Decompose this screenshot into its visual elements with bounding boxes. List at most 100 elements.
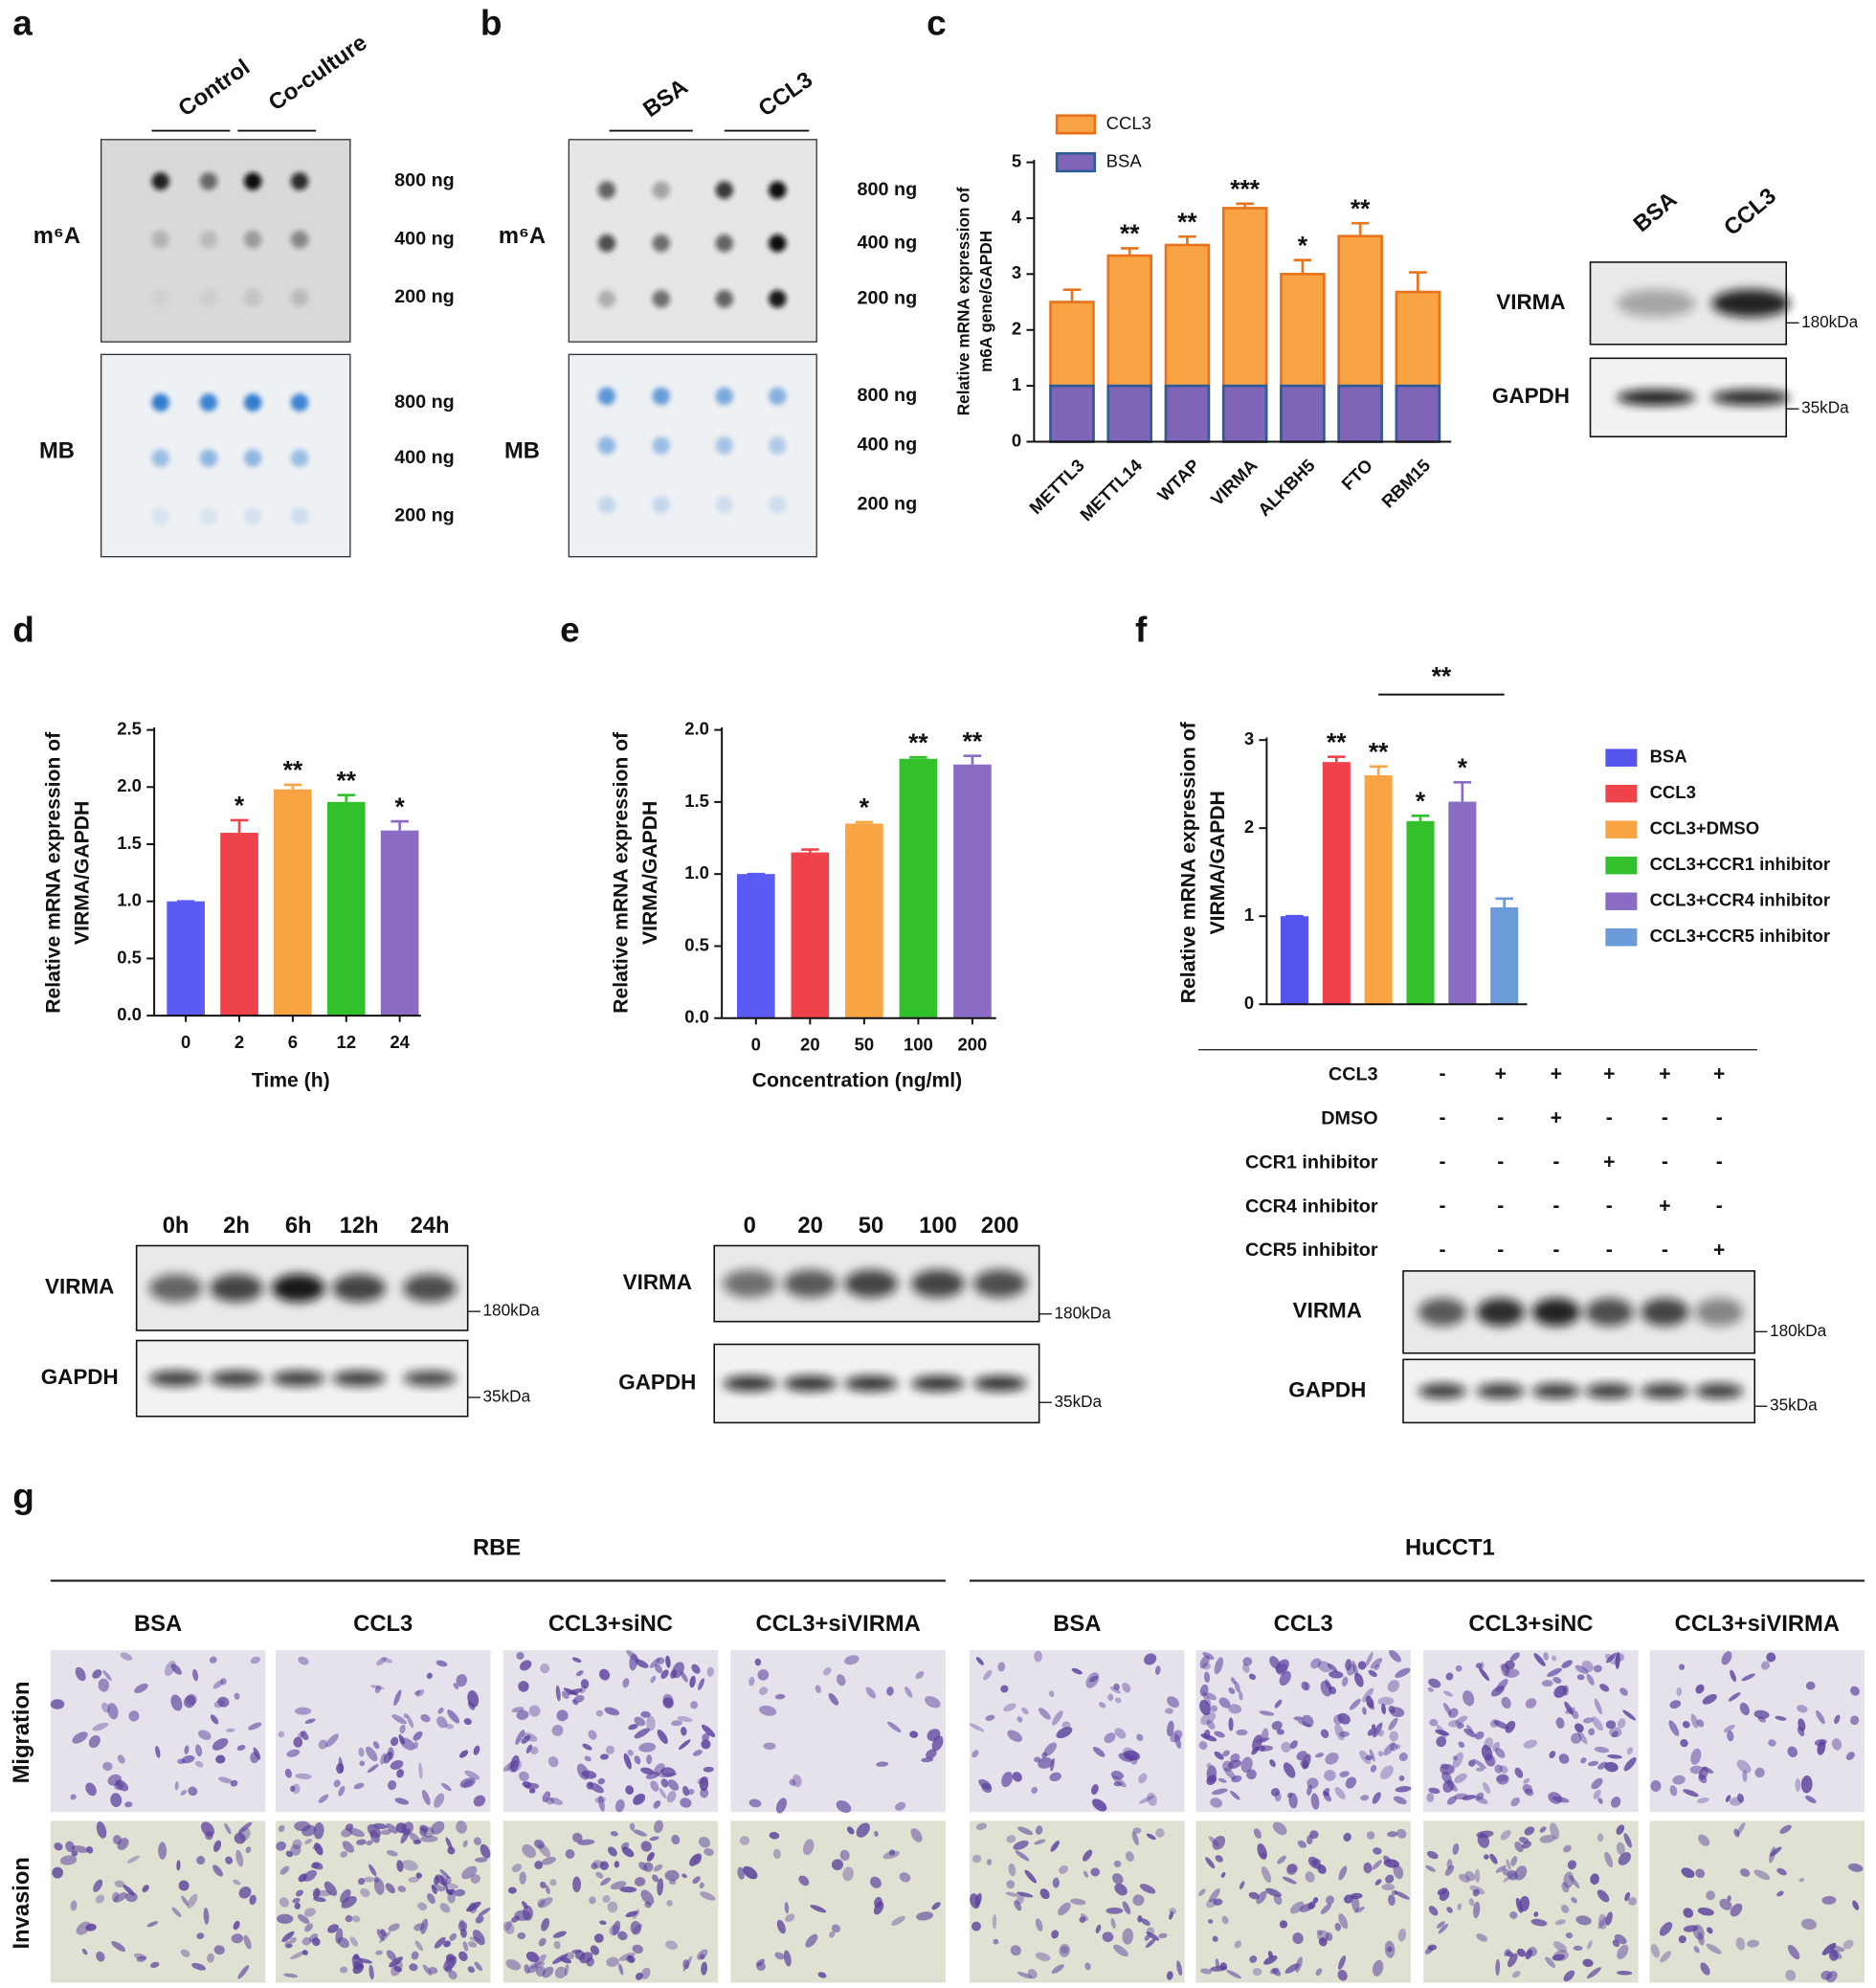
cell (1574, 1723, 1584, 1732)
cell (1436, 1724, 1447, 1738)
protein-label: VIRMA (623, 1270, 692, 1294)
y-tick-label: 0.0 (117, 1004, 142, 1024)
cell (1112, 1775, 1127, 1788)
cell (1385, 1874, 1395, 1884)
cell (72, 1731, 88, 1744)
cell (1113, 1683, 1120, 1690)
cell (1469, 1885, 1485, 1895)
cell (236, 1745, 246, 1751)
cell (1253, 1828, 1262, 1839)
cell (1468, 1898, 1475, 1907)
bar (1395, 384, 1441, 443)
cell: + (1551, 1107, 1562, 1129)
cell: - (1606, 1195, 1613, 1217)
cell (1623, 1756, 1637, 1772)
cell (1617, 1718, 1626, 1729)
dot (199, 230, 218, 249)
cell (1768, 1739, 1776, 1747)
cell (462, 1779, 474, 1788)
micrograph (1649, 1650, 1865, 1813)
cell (1021, 1707, 1029, 1715)
cell (1618, 1852, 1631, 1865)
cell (516, 1651, 525, 1661)
cell (640, 1889, 655, 1906)
cell (646, 1851, 655, 1862)
cell (1521, 1841, 1532, 1849)
cell (475, 1915, 484, 1924)
cell (1373, 1722, 1383, 1738)
cell (1499, 1765, 1508, 1774)
cell (1222, 1750, 1230, 1757)
cell (699, 1882, 704, 1889)
cell (1500, 1829, 1511, 1841)
band (1476, 1298, 1525, 1327)
cell (1616, 1842, 1625, 1856)
cell (1574, 1664, 1589, 1674)
lane-label: 100 (919, 1213, 957, 1239)
cell (1007, 1730, 1023, 1742)
cell (755, 1958, 766, 1967)
cell (1442, 1702, 1452, 1715)
x-tick-label: WTAP (1153, 455, 1203, 504)
cell (1312, 1897, 1319, 1904)
cell (1795, 1778, 1801, 1792)
legend-swatch (1605, 784, 1638, 803)
cell (633, 1793, 646, 1805)
cell (1104, 1732, 1116, 1744)
cell (233, 1920, 240, 1931)
cell (1315, 1968, 1323, 1977)
cell (605, 1745, 615, 1754)
cell (1622, 1709, 1636, 1721)
cell: - (1552, 1195, 1559, 1217)
cell (1154, 1665, 1161, 1675)
cell (467, 1690, 480, 1708)
cell (522, 1843, 536, 1859)
cell: + (1603, 1151, 1615, 1173)
cell (1697, 1907, 1714, 1916)
cell (1092, 1746, 1106, 1757)
bracket-label: ** (1432, 661, 1452, 690)
cell (1800, 1918, 1817, 1931)
cell (1230, 1677, 1237, 1685)
cell (480, 1843, 491, 1859)
membrane (100, 139, 351, 343)
cell (640, 1841, 652, 1852)
error-bar (1178, 235, 1196, 245)
y-tick-label: 0 (1012, 430, 1021, 450)
cell (1261, 1865, 1272, 1883)
cell: + (1713, 1240, 1725, 1262)
cell (1571, 1897, 1577, 1904)
cell (1479, 1662, 1485, 1671)
cell (553, 1940, 561, 1950)
band (271, 1274, 325, 1303)
band (403, 1371, 457, 1387)
cell (1316, 1930, 1323, 1935)
cell (798, 1875, 810, 1887)
cell (1754, 1767, 1765, 1778)
cell (1539, 1835, 1556, 1843)
cell (549, 1879, 557, 1887)
dot (199, 393, 218, 412)
cell (748, 1798, 762, 1808)
cell (281, 1931, 295, 1942)
cell (1329, 1686, 1337, 1695)
cell (1393, 1796, 1407, 1805)
cell (1594, 1698, 1602, 1715)
cell (1155, 1828, 1165, 1838)
cell (1377, 1751, 1384, 1757)
cell (276, 1841, 286, 1851)
cell (310, 1863, 321, 1869)
cell (1276, 1663, 1288, 1676)
cell (993, 1938, 999, 1945)
protein-label: GAPDH (618, 1370, 696, 1394)
x-tick-label: 24 (390, 1032, 410, 1052)
cell (1373, 1847, 1382, 1855)
cell (447, 1709, 460, 1724)
dot (151, 449, 169, 467)
cell (1325, 1932, 1333, 1942)
marker-label: 35kDa (1055, 1392, 1103, 1411)
cell (629, 1822, 636, 1831)
cell (690, 1701, 699, 1709)
legend-swatch (1605, 820, 1638, 838)
